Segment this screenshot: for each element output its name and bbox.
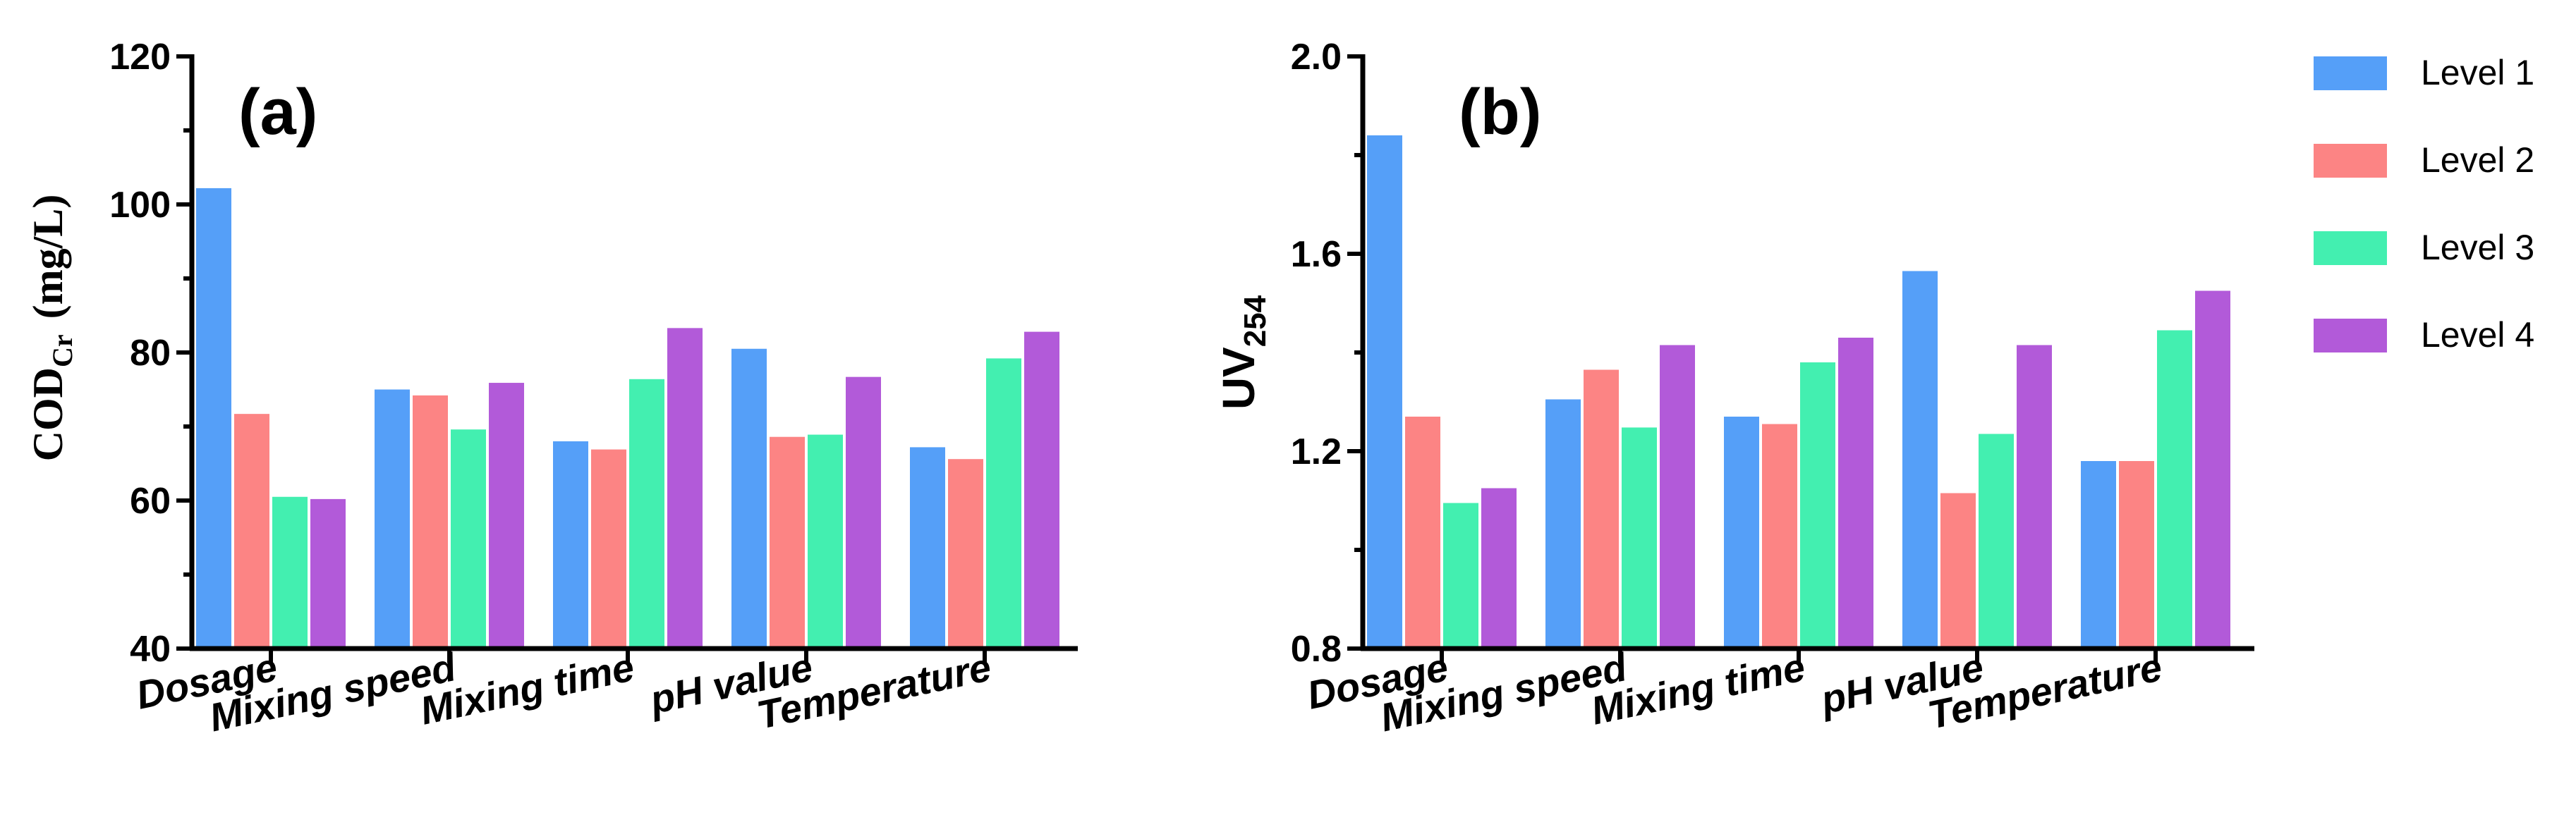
panel-a-ylabel-main: COD <box>25 367 71 461</box>
legend-label-level-1: Level 1 <box>2421 53 2534 92</box>
bar-b-temperature-level-1 <box>2081 461 2116 649</box>
bar-b-mixing-time-level-3 <box>1800 362 1835 649</box>
y-tick-label-b: 1.2 <box>1291 431 1342 472</box>
y-tick-label-a: 40 <box>130 629 171 670</box>
panel-a-ylabel-unit: (mg/L) <box>25 195 71 319</box>
bar-b-temperature-level-2 <box>2119 461 2154 649</box>
bar-a-dosage-level-2 <box>234 414 269 649</box>
bar-b-dosage-level-2 <box>1405 417 1440 649</box>
legend-swatch-level-2 <box>2314 144 2387 178</box>
panel-a-label: (a) <box>238 76 317 148</box>
panel-b-label: (b) <box>1459 76 1541 148</box>
bar-b-mixing-speed-level-2 <box>1584 369 1619 649</box>
bar-b-dosage-level-3 <box>1443 503 1478 649</box>
bar-a-ph-value-level-4 <box>846 376 881 649</box>
bar-b-ph-value-level-1 <box>1902 271 1938 649</box>
legend-label-level-3: Level 3 <box>2421 228 2534 267</box>
y-tick-label-a: 100 <box>109 185 171 226</box>
chart-panel-a: (a) CODCr(mg/L) 406080100120DosageMixing… <box>25 37 1078 740</box>
panel-b-y-axis-label: UV254 <box>1213 295 1272 410</box>
bar-a-ph-value-level-3 <box>808 434 843 649</box>
bar-a-mixing-time-level-4 <box>667 328 703 649</box>
bar-a-mixing-time-level-1 <box>553 441 588 649</box>
bar-b-mixing-speed-level-1 <box>1545 399 1581 649</box>
bar-b-mixing-speed-level-3 <box>1622 427 1657 649</box>
bar-a-mixing-speed-level-2 <box>413 395 448 649</box>
bar-b-dosage-level-1 <box>1367 135 1402 649</box>
bar-b-mixing-time-level-1 <box>1724 417 1759 649</box>
y-tick-label-b: 1.6 <box>1291 234 1342 275</box>
panel-b-ylabel-main: UV <box>1213 347 1264 410</box>
panel-a-ylabel-sub: Cr <box>47 334 78 367</box>
bar-a-dosage-level-4 <box>310 498 346 649</box>
bar-b-ph-value-level-3 <box>1979 434 2014 649</box>
panel-a-y-axis-label: CODCr (mg/L) <box>25 195 78 462</box>
bar-a-mixing-time-level-2 <box>591 449 626 649</box>
legend-label-level-2: Level 2 <box>2421 140 2534 180</box>
panel-b-ylabel-sub: 254 <box>1238 295 1272 347</box>
y-tick-label-a: 80 <box>130 333 171 374</box>
bar-a-dosage-level-3 <box>272 496 308 649</box>
y-tick-label-b: 0.8 <box>1291 629 1342 670</box>
bar-b-temperature-level-4 <box>2195 290 2230 649</box>
bar-a-temperature-level-1 <box>910 447 945 649</box>
y-tick-label-b: 2.0 <box>1291 37 1342 78</box>
bar-a-mixing-speed-level-1 <box>375 389 410 649</box>
bar-b-mixing-time-level-2 <box>1762 424 1797 649</box>
bar-b-dosage-level-4 <box>1481 488 1517 649</box>
bar-a-ph-value-level-2 <box>770 436 805 649</box>
bar-a-temperature-level-3 <box>986 358 1021 649</box>
y-tick-label-a: 120 <box>109 37 171 78</box>
bar-b-mixing-speed-level-4 <box>1660 345 1695 649</box>
bar-a-temperature-level-2 <box>948 459 983 649</box>
legend-swatch-level-4 <box>2314 319 2387 352</box>
bar-a-temperature-level-4 <box>1024 331 1059 649</box>
chart-legend: Level 1 Level 2 Level 3 Level 4 <box>2314 53 2534 355</box>
legend-label-level-4: Level 4 <box>2421 315 2534 355</box>
bar-a-mixing-speed-level-4 <box>489 383 524 649</box>
legend-swatch-level-1 <box>2314 56 2387 90</box>
legend-swatch-level-3 <box>2314 231 2387 265</box>
bar-a-mixing-speed-level-3 <box>451 429 486 649</box>
bar-b-ph-value-level-2 <box>1940 493 1976 649</box>
bar-a-ph-value-level-1 <box>731 348 767 649</box>
bar-a-mixing-time-level-3 <box>629 379 664 649</box>
bar-b-temperature-level-3 <box>2157 330 2192 649</box>
bar-b-ph-value-level-4 <box>2017 345 2052 649</box>
bar-b-mixing-time-level-4 <box>1838 338 1873 649</box>
y-tick-label-a: 60 <box>130 481 171 522</box>
bar-a-dosage-level-1 <box>196 188 231 649</box>
